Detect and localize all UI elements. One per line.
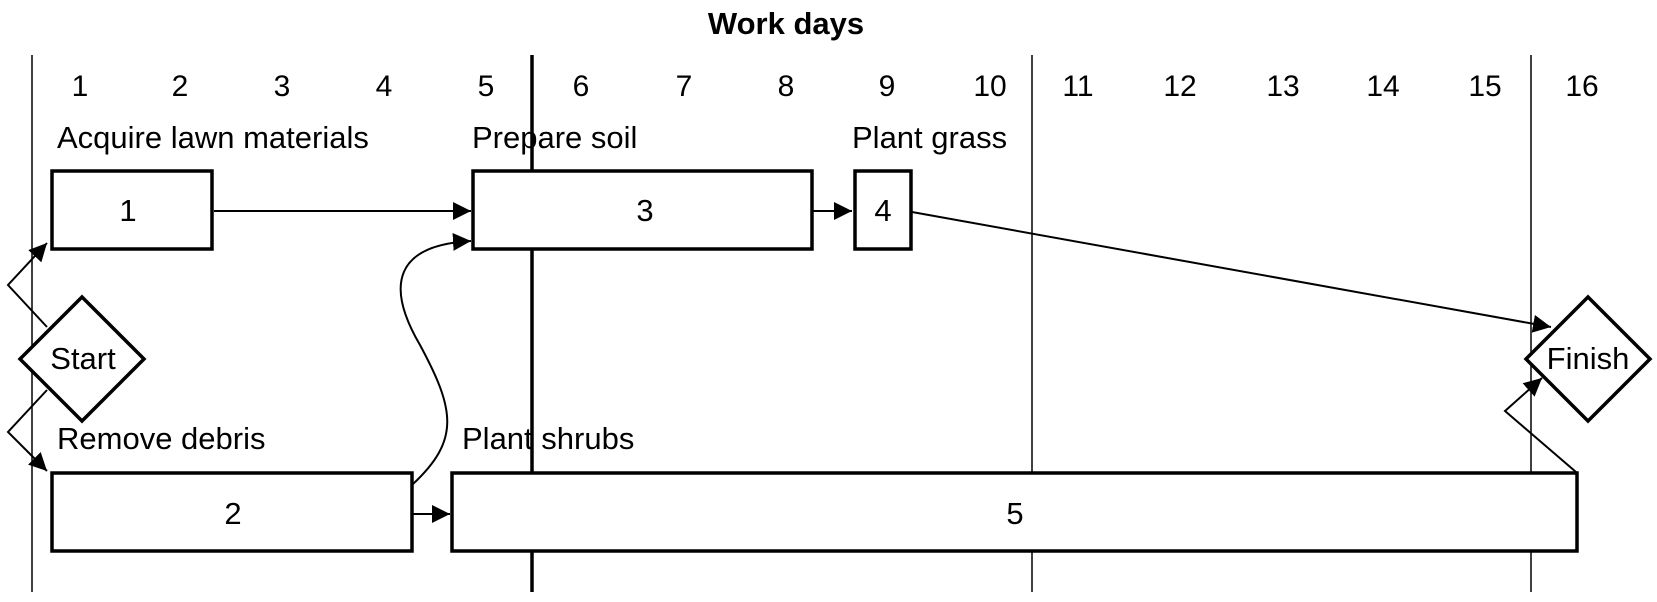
task-number: 5	[1006, 496, 1023, 531]
task-label-remove-debris: Remove debris	[57, 421, 265, 456]
day-label: 7	[676, 70, 693, 103]
day-label: 14	[1366, 70, 1399, 103]
dependency-arrows	[6, 202, 1577, 523]
task-box-4: 4	[853, 169, 913, 251]
task-number: 3	[636, 193, 653, 228]
day-label: 5	[478, 70, 495, 103]
day-label: 3	[274, 70, 291, 103]
arrow-start-to-task-2	[6, 389, 48, 472]
task-label-plant-grass: Plant grass	[852, 120, 1007, 155]
day-label: 8	[778, 70, 795, 103]
task-box-2: 2	[50, 471, 414, 553]
arrow-task-5-to-finish	[1503, 377, 1577, 473]
day-label: 4	[376, 70, 393, 103]
day-label: 12	[1163, 70, 1196, 103]
start-node: Start	[17, 294, 147, 424]
finish-node: Finish	[1523, 294, 1653, 424]
arrow-start-to-task-1	[6, 242, 48, 328]
chart-title: Work days	[708, 6, 864, 41]
day-axis: 1 2 3 4 5 6 7 8 9 10 11 12 13 14 15 16	[72, 70, 1599, 103]
task-label-plant-shrubs: Plant shrubs	[462, 421, 634, 456]
day-label: 9	[879, 70, 896, 103]
task-box-3: 3	[471, 169, 814, 251]
finish-label: Finish	[1547, 341, 1630, 376]
task-number: 2	[224, 496, 241, 531]
day-label: 11	[1062, 70, 1093, 103]
task-box-1: 1	[50, 169, 214, 251]
day-label: 1	[72, 70, 89, 103]
arrow-task-2-to-task-3	[399, 232, 472, 485]
day-label: 15	[1468, 70, 1501, 103]
task-label-acquire-lawn-materials: Acquire lawn materials	[57, 120, 369, 155]
task-number: 4	[874, 193, 891, 228]
day-label: 16	[1565, 70, 1598, 103]
task-label-prepare-soil: Prepare soil	[472, 120, 637, 155]
task-box-5: 5	[450, 471, 1579, 553]
day-label: 6	[573, 70, 590, 103]
day-label: 2	[172, 70, 189, 103]
start-label: Start	[50, 341, 116, 376]
day-label: 10	[973, 70, 1006, 103]
day-label: 13	[1266, 70, 1299, 103]
arrow-task-4-to-finish	[911, 211, 1552, 333]
task-number: 1	[119, 193, 136, 228]
